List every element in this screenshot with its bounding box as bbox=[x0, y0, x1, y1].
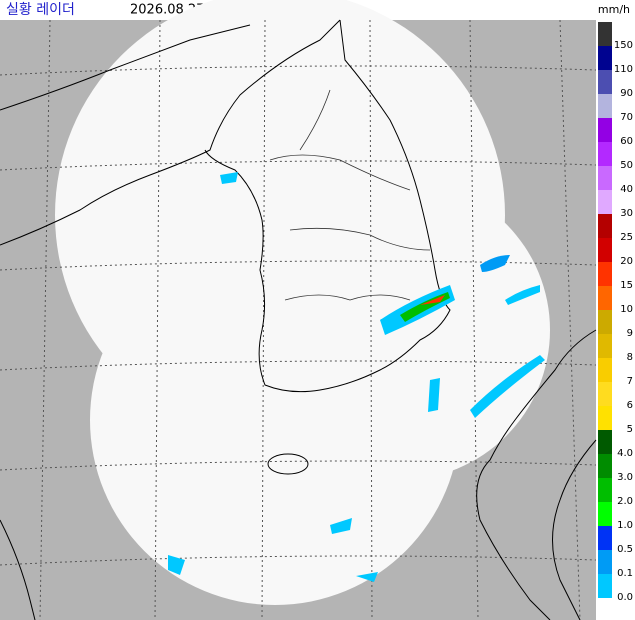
legend-swatch bbox=[598, 46, 612, 70]
legend-swatch bbox=[598, 94, 612, 118]
legend-swatch bbox=[598, 118, 612, 142]
legend-swatch bbox=[598, 382, 612, 406]
legend-swatch bbox=[598, 358, 612, 382]
legend-swatch bbox=[598, 310, 612, 334]
legend-swatch bbox=[598, 430, 612, 454]
legend-label: 9 bbox=[627, 328, 633, 339]
legend-label: 10 bbox=[620, 304, 633, 315]
legend-swatch bbox=[598, 406, 612, 430]
legend-swatch bbox=[598, 70, 612, 94]
echoes bbox=[168, 172, 545, 582]
legend-label: 0.5 bbox=[617, 544, 633, 555]
unit: mm/h bbox=[598, 3, 630, 16]
legend-swatch bbox=[598, 190, 612, 214]
legend-label: 110 bbox=[614, 64, 633, 75]
province-borders bbox=[269, 89, 431, 301]
legend-swatch bbox=[598, 142, 612, 166]
legend-swatch bbox=[598, 454, 612, 478]
legend-label: 50 bbox=[620, 160, 633, 171]
title: 실황 레이더 bbox=[6, 2, 75, 18]
legend-label: 0.0 bbox=[617, 592, 633, 603]
legend-label: 60 bbox=[620, 136, 633, 147]
legend-label: 4.0 bbox=[617, 448, 633, 459]
legend-swatch bbox=[598, 574, 612, 598]
legend-swatch bbox=[598, 526, 612, 550]
legend-label: 15 bbox=[620, 280, 633, 291]
legend-label: 150 bbox=[614, 40, 633, 51]
legend-swatch bbox=[598, 238, 612, 262]
legend-swatch bbox=[598, 262, 612, 286]
legend-swatch bbox=[598, 502, 612, 526]
legend-swatch bbox=[598, 22, 612, 46]
legend-label: 25 bbox=[620, 232, 633, 243]
legend-label: 0.1 bbox=[617, 568, 633, 579]
legend-label: 3.0 bbox=[617, 472, 633, 483]
legend-label: 70 bbox=[620, 112, 633, 123]
legend-label: 2.0 bbox=[617, 496, 633, 507]
legend-label: 20 bbox=[620, 256, 633, 267]
legend-swatch bbox=[598, 166, 612, 190]
legend-swatch bbox=[598, 334, 612, 358]
legend-swatch bbox=[598, 478, 612, 502]
legend-swatch bbox=[598, 550, 612, 574]
legend-label: 7 bbox=[627, 376, 633, 387]
legend-label: 30 bbox=[620, 208, 633, 219]
legend-swatch bbox=[598, 214, 612, 238]
legend-label: 1.0 bbox=[617, 520, 633, 531]
legend-label: 6 bbox=[627, 400, 633, 411]
legend-label: 8 bbox=[627, 352, 633, 363]
legend-swatch bbox=[598, 286, 612, 310]
legend: 150 110 90 70 60 50 40 30 25 20 15 10 9 8 7 6 5 4.0 3.0 2.0… bbox=[598, 22, 633, 603]
legend-label: 40 bbox=[620, 184, 633, 195]
coastlines bbox=[0, 19, 597, 620]
legend-label: 90 bbox=[620, 88, 633, 99]
map bbox=[0, 19, 597, 620]
legend-label: 5 bbox=[627, 424, 633, 435]
